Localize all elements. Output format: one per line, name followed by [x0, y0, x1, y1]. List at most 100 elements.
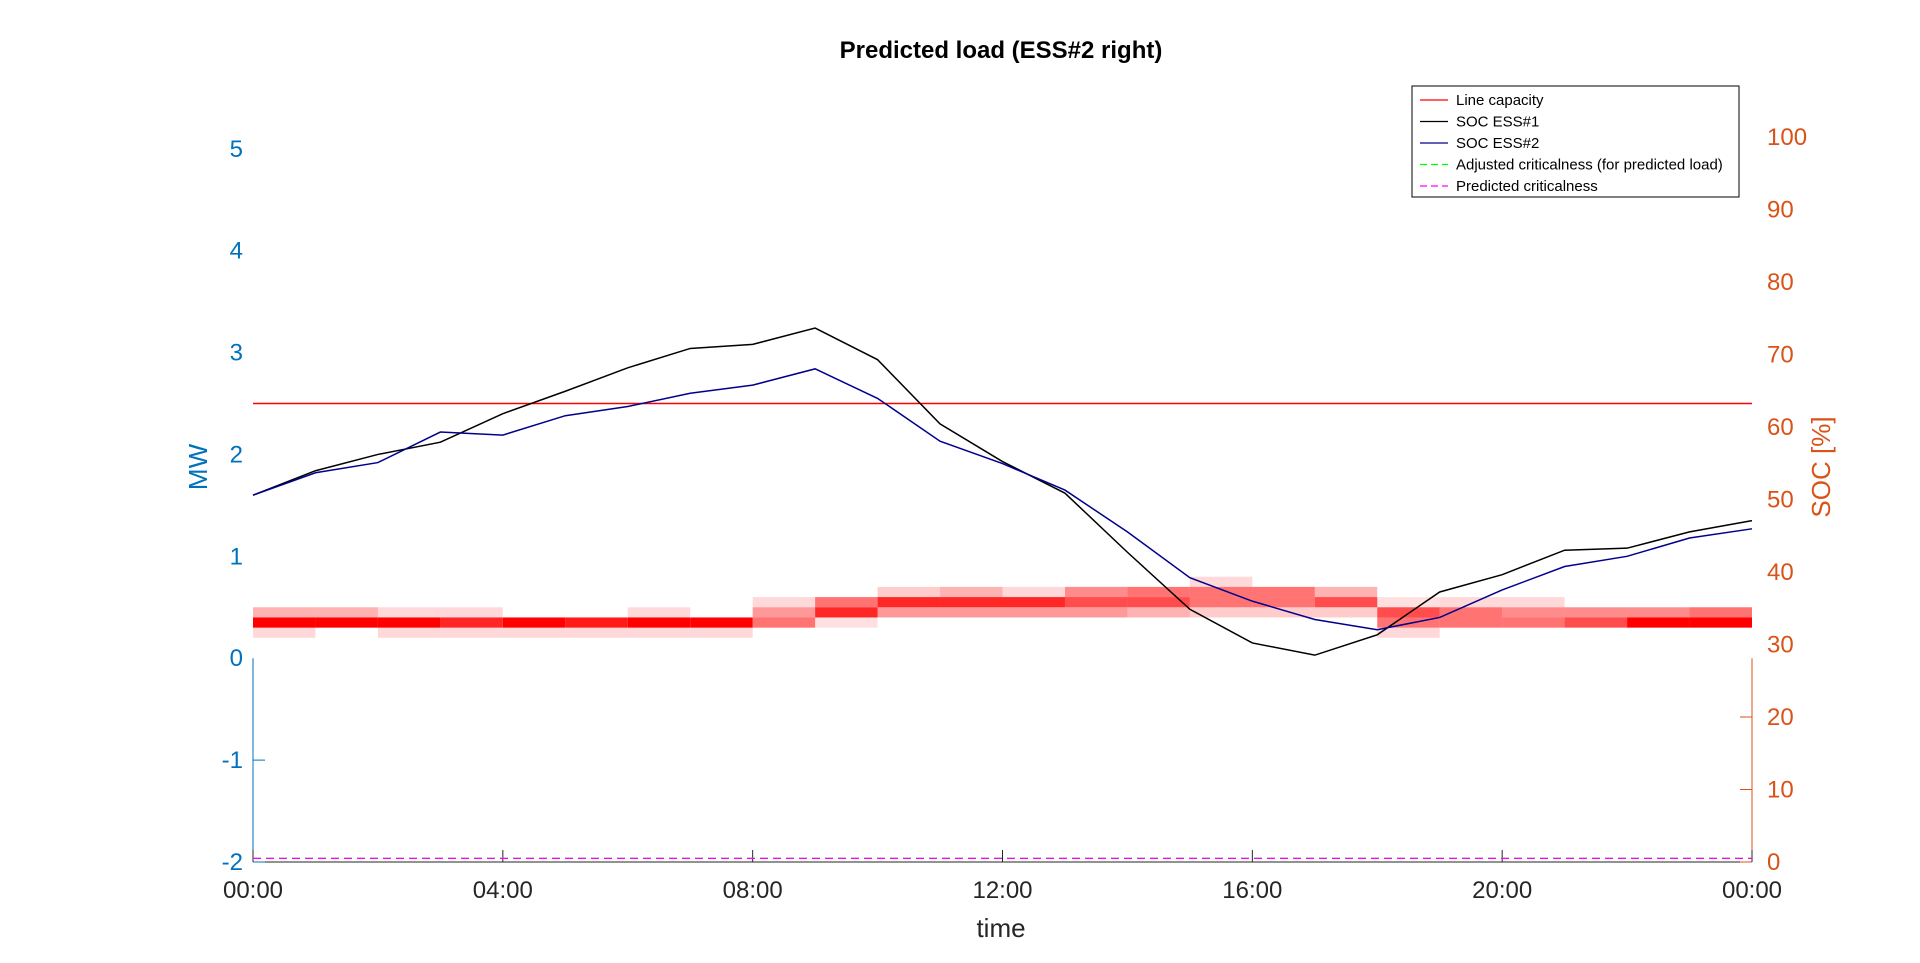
- legend-label: Line capacity: [1456, 92, 1544, 109]
- left-tick-label: 5: [230, 136, 243, 163]
- heatmap-cell: [1127, 586, 1190, 598]
- heatmap-cell: [877, 607, 941, 618]
- heatmap-cell: [627, 617, 691, 628]
- heatmap-cell: [940, 597, 1003, 608]
- heatmap-cell: [377, 607, 441, 618]
- heatmap-cell: [940, 586, 1003, 598]
- heatmap-cell: [253, 627, 316, 638]
- x-tick-label: 20:00: [1472, 877, 1532, 904]
- heatmap-cell: [1314, 586, 1378, 598]
- heatmap-cell: [815, 607, 878, 618]
- heatmap-cell: [1689, 617, 1752, 628]
- heatmap-cell: [1252, 607, 1315, 618]
- right-tick-label: 60: [1767, 414, 1794, 441]
- right-tick-label: 30: [1767, 632, 1794, 659]
- heatmap-cell: [1627, 607, 1690, 618]
- x-tick-label: 12:00: [972, 877, 1032, 904]
- heatmap-cell: [1439, 597, 1503, 608]
- left-tick-label: 2: [230, 441, 243, 468]
- heatmap-cell: [1127, 607, 1190, 618]
- right-tick-label: 90: [1767, 197, 1794, 224]
- heatmap-cell: [1189, 597, 1253, 608]
- left-tick-label: 1: [230, 543, 243, 570]
- heatmap-cell: [1689, 607, 1752, 618]
- heatmap-cell: [440, 617, 503, 628]
- right-tick-label: 20: [1767, 704, 1794, 731]
- x-tick-label: 00:00: [1722, 877, 1782, 904]
- left-tick-label: 0: [230, 645, 243, 672]
- heatmap-cell: [1314, 597, 1378, 608]
- heatmap-cell: [1377, 627, 1440, 638]
- heatmap-cell: [1002, 597, 1065, 608]
- heatmap-cell: [315, 617, 378, 628]
- right-y-ticks: 0 10 20 30 40 50 60 70 80 90 100: [1740, 124, 1807, 876]
- heatmap-cell: [1252, 597, 1315, 608]
- heatmap-cell: [1314, 607, 1378, 618]
- heatmap-cell: [627, 627, 691, 638]
- heatmap-cell: [1564, 617, 1628, 628]
- left-tick-label: 4: [230, 238, 243, 265]
- heatmap-cell: [752, 597, 816, 608]
- x-tick-label: 08:00: [723, 877, 783, 904]
- heatmap-cell: [877, 597, 941, 608]
- right-y-axis-label: SOC [%]: [1806, 416, 1836, 517]
- heatmap-cell: [1064, 607, 1128, 618]
- heatmap-cell: [1502, 617, 1565, 628]
- heatmap-cell: [1002, 607, 1065, 618]
- load-distribution-heatmap: [253, 576, 1752, 638]
- heatmap-cell: [690, 627, 753, 638]
- heatmap-cell: [502, 617, 566, 628]
- heatmap-cell: [565, 627, 628, 638]
- heatmap-cell: [440, 627, 503, 638]
- legend-label: Adjusted criticalness (for predicted loa…: [1456, 157, 1723, 174]
- heatmap-cell: [440, 607, 503, 618]
- heatmap-cell: [1377, 617, 1440, 628]
- heatmap-cell: [1189, 576, 1253, 587]
- legend-box: [1411, 85, 1740, 198]
- heatmap-cell: [1439, 617, 1503, 628]
- axes: [252, 658, 1753, 863]
- heatmap-cell: [1252, 586, 1315, 598]
- heatmap-cell: [1064, 586, 1128, 598]
- right-tick-label: 0: [1767, 849, 1780, 876]
- heatmap-cell: [815, 617, 878, 628]
- heatmap-cell: [1627, 617, 1690, 628]
- series-line-2: [252, 368, 1753, 631]
- right-tick-label: 50: [1767, 487, 1794, 514]
- heatmap-cell: [377, 627, 441, 638]
- heatmap-cell: [1502, 597, 1565, 608]
- legend-label: Predicted criticalness: [1456, 178, 1598, 195]
- right-tick-label: 10: [1767, 777, 1794, 804]
- heatmap-cell: [815, 597, 878, 608]
- heatmap-cell: [1189, 607, 1253, 618]
- x-tick-label: 16:00: [1222, 877, 1282, 904]
- right-tick-label: 80: [1767, 269, 1794, 296]
- right-tick-label: 100: [1767, 124, 1807, 151]
- heatmap-cell: [1377, 597, 1440, 608]
- x-axis-label: time: [976, 913, 1025, 943]
- left-y-axis-label: MW: [183, 443, 213, 490]
- legend-label: SOC ESS#2: [1456, 135, 1539, 152]
- heatmap-cell: [752, 607, 816, 618]
- chart-title: Predicted load (ESS#2 right): [840, 37, 1163, 64]
- legend-label: SOC ESS#1: [1456, 114, 1539, 131]
- series-lines: [252, 327, 1753, 860]
- left-tick-label: -2: [222, 849, 243, 876]
- heatmap-cell: [627, 607, 691, 618]
- right-tick-label: 40: [1767, 559, 1794, 586]
- heatmap-cell: [1377, 607, 1440, 618]
- heatmap-cell: [377, 617, 441, 628]
- heatmap-cell: [1564, 607, 1628, 618]
- heatmap-cell: [565, 617, 628, 628]
- series-line-1: [252, 327, 1753, 656]
- heatmap-cell: [1127, 597, 1190, 608]
- legend: Line capacity SOC ESS#1 SOC ESS#2 Adjusted …: [1411, 85, 1740, 198]
- x-tick-label: 04:00: [473, 877, 533, 904]
- heatmap-cell: [1002, 586, 1065, 598]
- heatmap-cell: [1502, 607, 1565, 618]
- heatmap-cell: [315, 607, 378, 618]
- x-ticks: 00:00 04:00 08:00 12:00 16:00 20:00 00:00: [223, 850, 1782, 904]
- heatmap-cell: [940, 607, 1003, 618]
- heatmap-cell: [502, 627, 566, 638]
